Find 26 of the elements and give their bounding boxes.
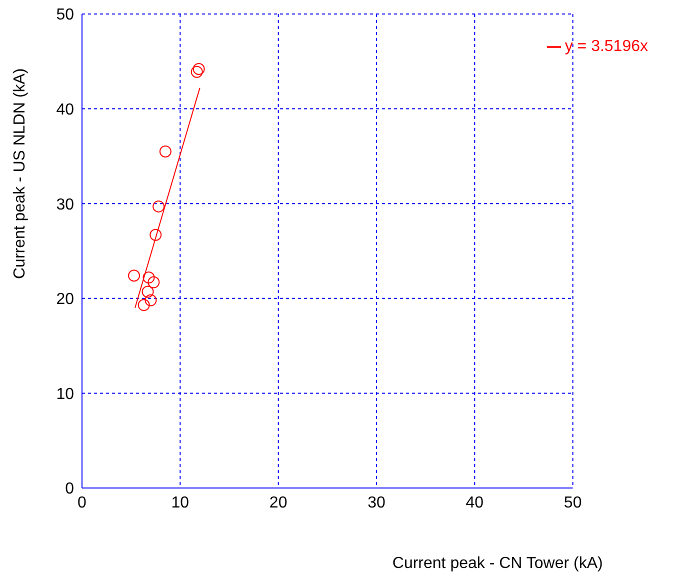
point xyxy=(144,294,157,306)
y-tick-label: 40 xyxy=(56,101,74,118)
point xyxy=(142,272,155,284)
point xyxy=(142,286,154,298)
point xyxy=(150,228,162,241)
point xyxy=(138,299,150,312)
legend-label: y = 3.5196x xyxy=(564,38,648,55)
point xyxy=(190,66,203,78)
y-tick-label: 50 xyxy=(56,6,74,24)
point xyxy=(148,276,160,288)
x-tick-label: 0 xyxy=(78,494,87,512)
x-tick-label: 20 xyxy=(269,494,288,512)
point xyxy=(192,62,205,75)
x-tick-label: 40 xyxy=(466,494,484,512)
x-tick-label: 30 xyxy=(368,494,386,512)
y-tick-label: 20 xyxy=(56,291,74,308)
point xyxy=(159,145,172,158)
x-tick-label: 50 xyxy=(564,494,582,512)
x-tick-label: 10 xyxy=(171,494,190,512)
y-tick-label: 30 xyxy=(56,196,74,214)
point xyxy=(152,200,165,212)
y-tick-label: 0 xyxy=(65,480,74,498)
point xyxy=(128,270,140,282)
y-tick-label: 10 xyxy=(56,386,74,403)
x-axis-title: Current peak - CN Tower (kA) xyxy=(392,555,603,572)
y-axis-title: Current peak - US NLDN (kA) xyxy=(11,68,28,279)
